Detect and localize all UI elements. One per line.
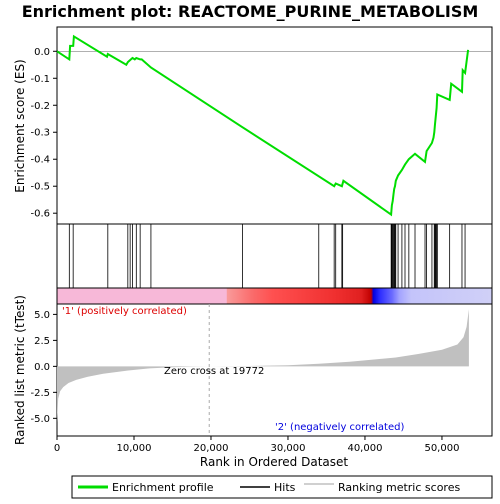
es-tick-label: -0.6: [30, 209, 50, 220]
metric-tick-label: -2.5: [30, 388, 50, 399]
x-tick-label: 10,000: [116, 443, 151, 454]
x-tick-label: 0: [54, 443, 60, 454]
es-tick-label: -0.3: [30, 128, 50, 139]
x-tick-label: 20,000: [193, 443, 228, 454]
hits-panel: [56, 223, 493, 289]
ranking-heatmap: [57, 288, 492, 304]
x-tick-label: 30,000: [270, 443, 305, 454]
positive-correlation-label: '1' (positively correlated): [62, 306, 187, 317]
es-tick-label: -0.5: [30, 182, 50, 193]
legend-hits-label: Hits: [274, 481, 296, 494]
zero-cross-label: Zero cross at 19772: [164, 366, 264, 377]
es-tick-label: 0.0: [34, 47, 50, 58]
es-axis-label: Enrichment score (ES): [13, 59, 27, 192]
legend-enrichment-label: Enrichment profile: [112, 481, 214, 494]
x-tick-label: 50,000: [424, 443, 459, 454]
enrichment-profile-line: [56, 34, 470, 217]
metric-area: [57, 309, 469, 423]
x-axis-label: Rank in Ordered Dataset: [200, 455, 348, 469]
es-tick-label: -0.2: [30, 101, 50, 112]
es-panel: [56, 26, 493, 225]
heatmap-bar: [57, 288, 492, 304]
hits-layer: [68, 224, 466, 288]
x-tick-label: 40,000: [347, 443, 382, 454]
es-tick-label: -0.1: [30, 74, 50, 85]
es-tick-label: -0.4: [30, 155, 50, 166]
axes-layer: 0 10,000 20,000 30,000 40,000 50,000 0.0 -0.1 -0…: [30, 47, 459, 454]
negative-correlation-label: '2' (negatively correlated): [275, 422, 404, 433]
metric-tick-label: 0.0: [34, 362, 50, 373]
metric-tick-label: 2.5: [34, 336, 50, 347]
metric-tick-label: 5.0: [34, 310, 50, 321]
legend-box: [71, 475, 493, 499]
metric-axis-label: Ranked list metric (tTest): [13, 295, 27, 445]
metric-tick-label: -5.0: [30, 414, 50, 425]
metric-layer: [57, 304, 469, 436]
es-layer: [56, 34, 492, 217]
legend-metric-label: Ranking metric scores: [338, 481, 460, 494]
chart-title: Enrichment plot: REACTOME_PURINE_METABOL…: [22, 2, 479, 21]
